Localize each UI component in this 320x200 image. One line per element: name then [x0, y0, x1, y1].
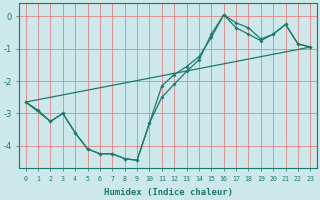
- X-axis label: Humidex (Indice chaleur): Humidex (Indice chaleur): [103, 188, 233, 197]
